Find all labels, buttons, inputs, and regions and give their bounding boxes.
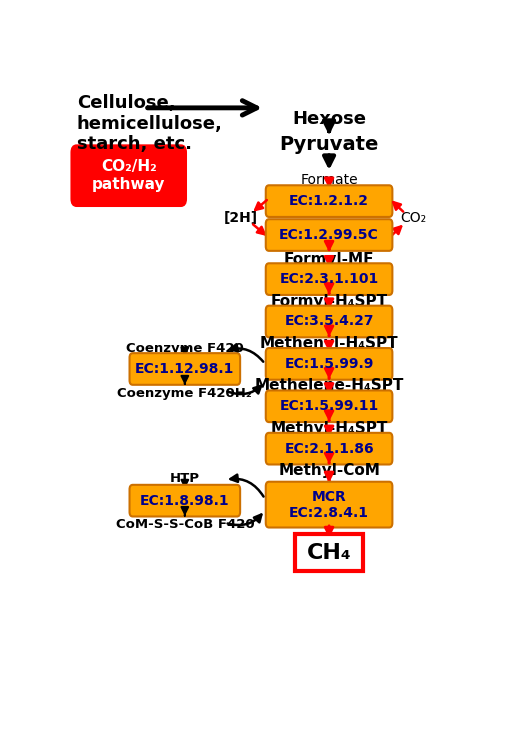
FancyBboxPatch shape — [266, 305, 392, 338]
Text: EC:1.12.98.1: EC:1.12.98.1 — [135, 362, 235, 376]
Text: Methyl-H₄SPT: Methyl-H₄SPT — [270, 421, 388, 436]
FancyBboxPatch shape — [295, 534, 363, 571]
Text: Pyruvate: Pyruvate — [279, 135, 379, 154]
Text: EC:1.2.1.2: EC:1.2.1.2 — [289, 194, 369, 208]
FancyBboxPatch shape — [266, 264, 392, 295]
FancyBboxPatch shape — [266, 390, 392, 422]
Text: Cellulose,
hemicellulose,
starch, etc.: Cellulose, hemicellulose, starch, etc. — [77, 94, 222, 153]
Text: MCR
EC:2.8.4.1: MCR EC:2.8.4.1 — [289, 490, 369, 520]
Text: CH₄: CH₄ — [307, 542, 352, 563]
FancyBboxPatch shape — [266, 219, 392, 251]
Text: Coenzyme F420: Coenzyme F420 — [126, 341, 244, 355]
Text: Hexose: Hexose — [292, 110, 366, 128]
Text: EC:2.1.1.86: EC:2.1.1.86 — [284, 442, 374, 456]
FancyBboxPatch shape — [72, 146, 186, 206]
FancyBboxPatch shape — [130, 353, 240, 385]
FancyBboxPatch shape — [266, 433, 392, 465]
Text: Formyl-H₄SPT: Formyl-H₄SPT — [270, 294, 388, 309]
Text: HTP: HTP — [170, 471, 200, 484]
FancyBboxPatch shape — [266, 348, 392, 379]
FancyBboxPatch shape — [266, 185, 392, 217]
Text: EC:1.8.98.1: EC:1.8.98.1 — [140, 494, 230, 508]
Text: Methenyl-H₄SPT: Methenyl-H₄SPT — [260, 336, 399, 351]
Text: Methelene-H₄SPT: Methelene-H₄SPT — [254, 379, 404, 393]
Text: EC:3.5.4.27: EC:3.5.4.27 — [284, 314, 374, 329]
Text: Coenzyme F420H₂: Coenzyme F420H₂ — [117, 387, 252, 400]
Text: EC:2.3.1.101: EC:2.3.1.101 — [280, 272, 378, 286]
FancyBboxPatch shape — [130, 485, 240, 517]
Text: CO₂: CO₂ — [400, 211, 427, 225]
Text: Formyl-MF: Formyl-MF — [284, 252, 374, 267]
Text: [2H]: [2H] — [224, 211, 258, 225]
Text: EC:1.5.99.11: EC:1.5.99.11 — [280, 399, 378, 413]
Text: CO₂/H₂
pathway: CO₂/H₂ pathway — [92, 159, 165, 192]
Text: Formate: Formate — [300, 172, 358, 186]
Text: Methyl-CoM: Methyl-CoM — [278, 463, 380, 479]
Text: EC:1.5.99.9: EC:1.5.99.9 — [284, 357, 374, 371]
Text: CoM-S-S-CoB F420: CoM-S-S-CoB F420 — [115, 518, 254, 531]
Text: EC:1.2.99.5C: EC:1.2.99.5C — [279, 228, 379, 242]
FancyBboxPatch shape — [266, 482, 392, 528]
